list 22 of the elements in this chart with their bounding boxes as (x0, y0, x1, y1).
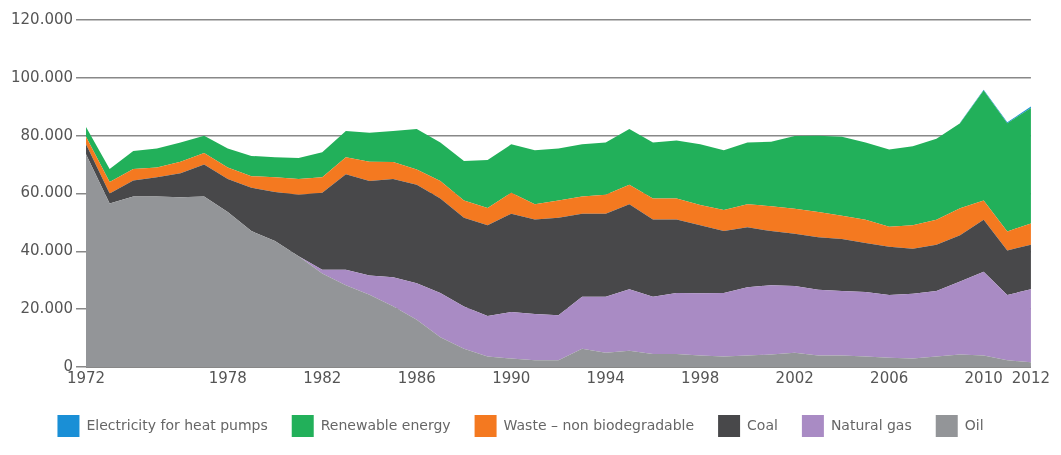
x-tick-label: 1994 (586, 368, 625, 387)
y-tick-label: 60.000 (20, 183, 74, 202)
x-tick-label: 2002 (775, 368, 814, 387)
x-tick-label: 1986 (397, 368, 436, 387)
x-tick-label: 2010 (964, 368, 1003, 387)
x-tick-label: 1990 (492, 368, 531, 387)
y-tick-label: 120.000 (11, 9, 74, 28)
x-tick-label: 1978 (208, 368, 247, 387)
y-tick-label: 40.000 (20, 241, 74, 260)
legend-label: Waste – non biodegradable (503, 416, 695, 433)
y-tick-label: 20.000 (20, 299, 74, 318)
x-tick-label: 2006 (870, 368, 909, 387)
legend-label: Electricity for heat pumps (86, 416, 268, 433)
x-tick-label: 1998 (681, 368, 720, 387)
x-tick-label: 2012 (1011, 368, 1051, 387)
y-tick-label: 80.000 (20, 125, 74, 144)
legend-label: Natural gas (830, 416, 912, 433)
x-tick-label: 1982 (303, 368, 342, 387)
y-tick-label: 100.000 (11, 67, 74, 86)
legend-label: Oil (964, 416, 984, 433)
legend-label: Renewable energy (320, 416, 451, 433)
legend-label: Coal (747, 416, 778, 433)
